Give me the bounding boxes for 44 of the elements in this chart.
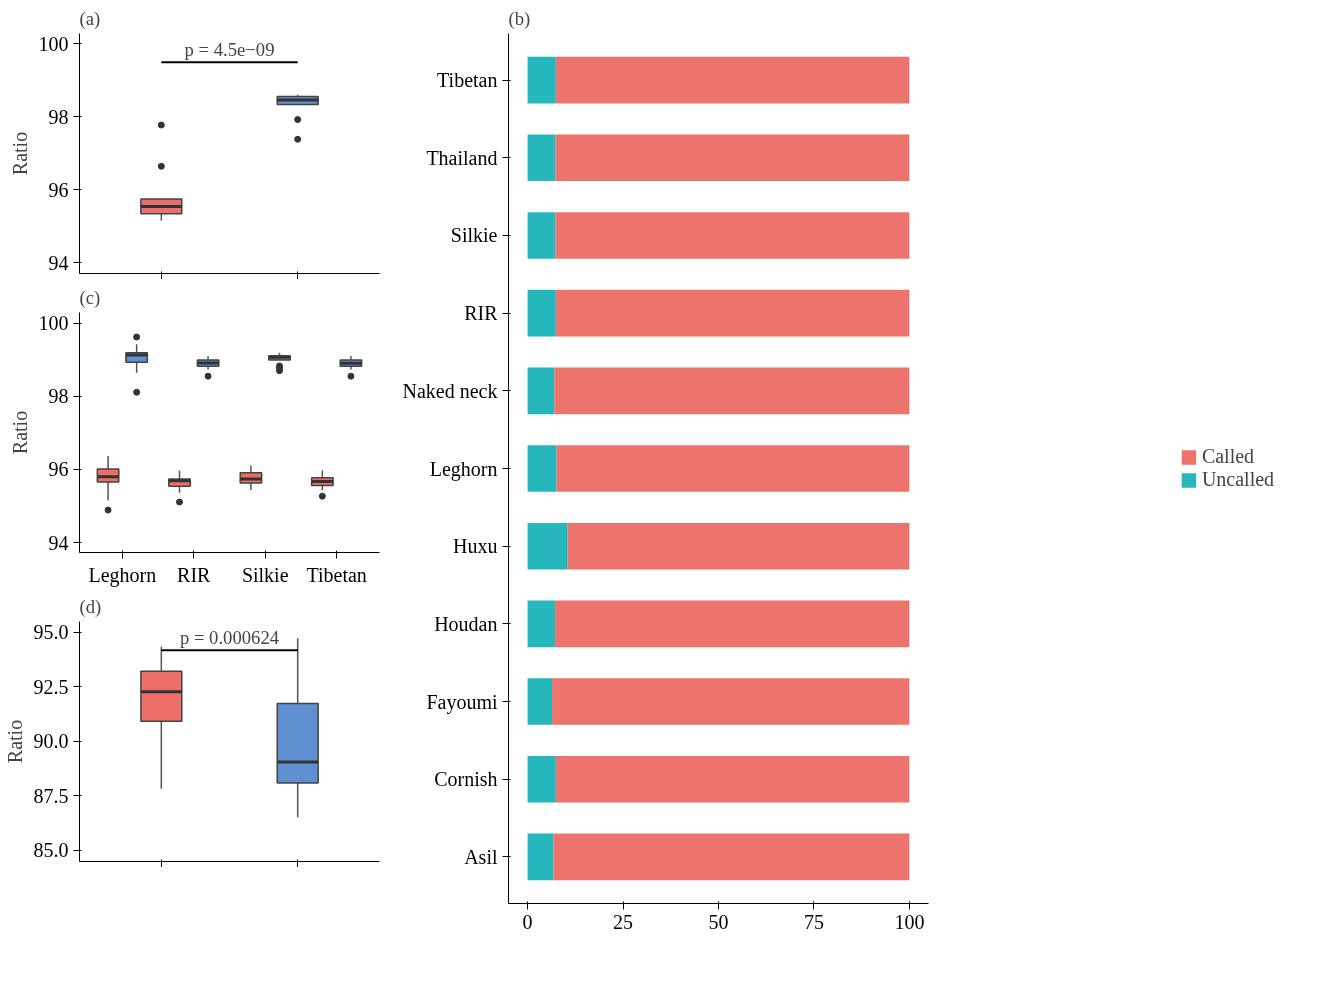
x-tick-label: 50 — [708, 910, 729, 933]
y-tick-label: RIR — [464, 302, 499, 325]
y-tick-label: 95.0 — [33, 621, 69, 644]
x-tick-label: Leghorn — [88, 563, 157, 587]
y-tick-label: 100 — [38, 32, 69, 55]
y-tick-label: Asil — [464, 845, 498, 868]
y-tick-label: 96 — [48, 458, 69, 481]
x-tick-label: 0 — [522, 910, 533, 933]
chart-title: (d) — [79, 595, 102, 618]
chart-title: (b) — [508, 7, 531, 30]
y-tick-label: 96 — [48, 178, 69, 201]
y-tick-label: 100 — [38, 312, 69, 335]
x-tick-label: 75 — [803, 910, 824, 933]
legend-label: Called — [1201, 445, 1255, 468]
y-axis-title: Ratio — [8, 131, 31, 176]
annotation: p = 4.5e−09 — [184, 39, 275, 61]
y-tick-label: Fayoumi — [426, 690, 498, 714]
y-tick-label: 94 — [48, 531, 69, 554]
y-tick-label: Thailand — [426, 146, 498, 169]
y-tick-label: 87.5 — [33, 784, 69, 807]
x-tick-label: Tibetan — [306, 563, 367, 586]
x-tick-label: 100 — [894, 910, 925, 933]
y-tick-label: Cornish — [434, 768, 498, 791]
y-tick-label: Leghorn — [429, 457, 498, 481]
y-tick-label: 85.0 — [33, 839, 69, 862]
y-tick-label: Naked neck — [402, 379, 498, 402]
y-tick-label: 92.5 — [33, 675, 69, 698]
y-axis-title: Ratio — [8, 410, 31, 455]
y-tick-label: Tibetan — [437, 69, 498, 92]
annotation: p = 0.000624 — [179, 627, 280, 649]
y-tick-label: 94 — [48, 251, 69, 274]
y-tick-label: 98 — [48, 105, 69, 128]
x-tick-label: 25 — [613, 910, 634, 933]
y-tick-label: Huxu — [453, 535, 498, 558]
x-tick-label: RIR — [177, 563, 212, 586]
y-tick-label: 98 — [48, 385, 69, 408]
chart-title: (a) — [79, 7, 101, 30]
x-tick-label: Silkie — [241, 563, 289, 586]
y-axis-title: Ratio — [3, 719, 26, 764]
y-tick-label: Silkie — [450, 224, 498, 247]
legend-label: Uncalled — [1201, 468, 1275, 491]
chart-title: (c) — [79, 286, 101, 309]
y-tick-label: Houdan — [434, 612, 498, 635]
y-tick-label: 90.0 — [33, 730, 69, 753]
